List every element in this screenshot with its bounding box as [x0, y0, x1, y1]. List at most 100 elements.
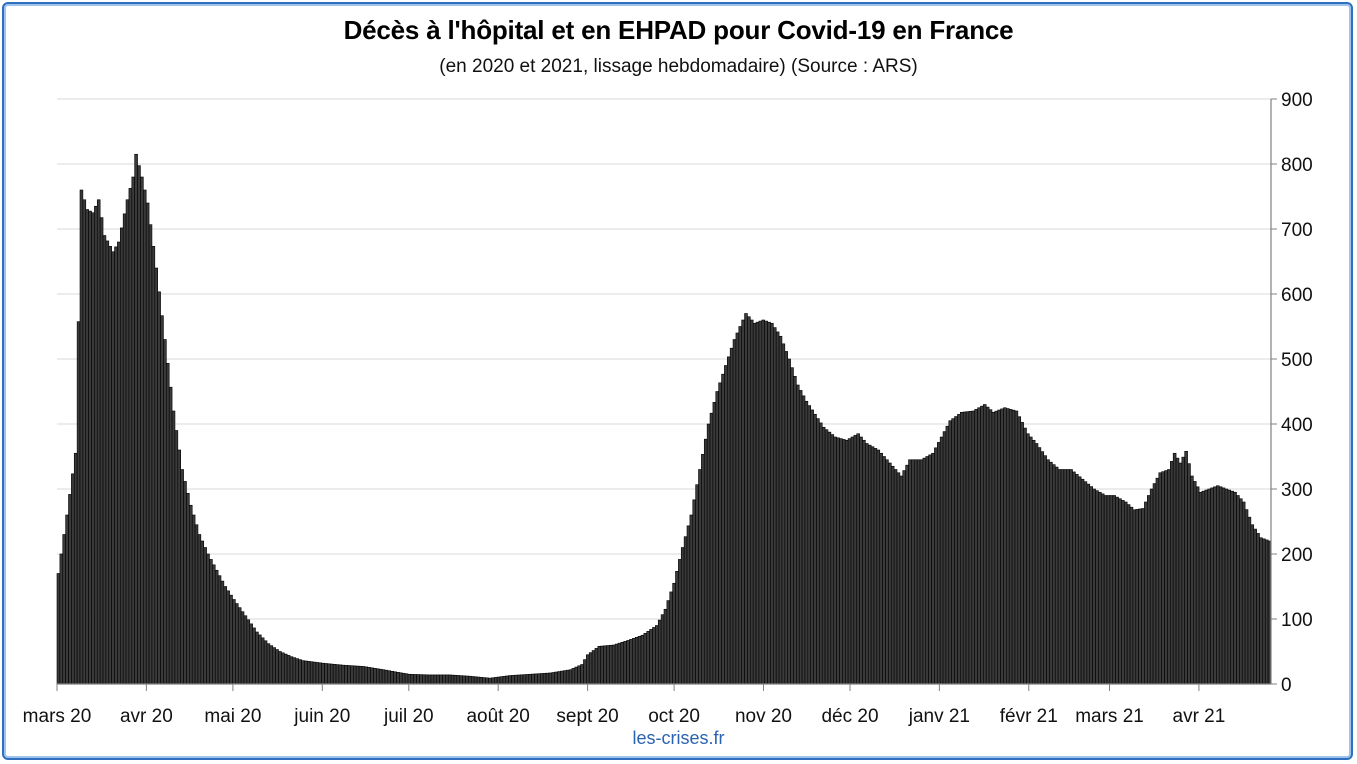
bar [922, 457, 927, 685]
x-tick-label: mars 21 [1075, 706, 1144, 727]
bar [1006, 408, 1010, 685]
bar [787, 358, 791, 685]
bar [298, 659, 302, 685]
bar [810, 409, 814, 685]
bar [186, 493, 190, 685]
bar [119, 227, 124, 685]
bar [1187, 463, 1191, 685]
bar [168, 386, 173, 685]
bar [839, 438, 843, 685]
bar [899, 475, 904, 685]
bar [220, 580, 225, 685]
bar [1063, 469, 1068, 685]
bar [974, 409, 978, 685]
bar [249, 623, 253, 685]
bar [942, 431, 947, 685]
y-tick-label: 400 [1281, 415, 1313, 436]
bar [148, 224, 153, 685]
bar [844, 439, 849, 685]
bar [913, 459, 918, 685]
bar [672, 582, 676, 685]
bar [295, 658, 299, 685]
bar [819, 422, 823, 685]
bar [482, 677, 486, 685]
bar [738, 326, 742, 685]
bar [1037, 447, 1042, 685]
bar [531, 673, 535, 685]
bar [511, 675, 515, 685]
bar [715, 391, 719, 685]
bar [1112, 495, 1116, 685]
x-tick-label: août 20 [466, 706, 529, 727]
bar [1017, 416, 1022, 685]
bar [312, 661, 317, 685]
bar [574, 666, 579, 685]
bar [306, 661, 311, 685]
bar [945, 425, 950, 685]
bar [588, 652, 593, 685]
bar [1193, 481, 1197, 685]
bar [237, 607, 242, 685]
bar [888, 462, 892, 685]
bar [712, 402, 717, 685]
bar [948, 420, 952, 685]
bar [583, 659, 587, 685]
bar [470, 676, 475, 685]
bar [459, 675, 463, 685]
bar [991, 411, 996, 685]
x-tick: avr 20 [120, 706, 173, 727]
bar [128, 188, 133, 685]
y-axis-ticks: 0 100 200 300 400 500 600 700 800 900 [1271, 90, 1313, 696]
bar [488, 677, 492, 685]
bar [399, 672, 403, 685]
bar [870, 446, 875, 685]
bar [698, 469, 702, 685]
bar [476, 676, 481, 685]
x-tick: nov 20 [735, 706, 792, 727]
bar [468, 675, 472, 685]
x-tick-label: oct 20 [648, 706, 700, 727]
bar [350, 665, 354, 685]
bar [94, 205, 98, 685]
bar [568, 669, 573, 685]
bar [1144, 501, 1148, 685]
bar [73, 452, 78, 685]
bar [456, 675, 461, 685]
bar [859, 436, 863, 685]
bar [1052, 464, 1056, 685]
bar [934, 447, 938, 685]
bar [816, 418, 820, 685]
bar [637, 635, 642, 685]
bar [586, 654, 590, 685]
bar [505, 675, 509, 685]
bar [522, 674, 527, 685]
bar [790, 367, 794, 685]
bar [686, 525, 691, 685]
bar [85, 209, 89, 685]
source-credit[interactable]: les-crises.fr [632, 728, 725, 748]
bar [626, 640, 630, 685]
bar [1049, 461, 1053, 685]
bar [79, 189, 84, 685]
bar [560, 670, 564, 685]
x-tick-label: nov 20 [735, 706, 792, 727]
bar [1121, 500, 1125, 685]
bar [827, 431, 832, 685]
bar [137, 165, 141, 685]
bar [419, 674, 423, 685]
bar [954, 416, 958, 685]
bar [1054, 466, 1059, 685]
bar [614, 643, 619, 685]
bar [798, 390, 803, 685]
bar [214, 569, 219, 685]
bar [309, 661, 314, 685]
x-tick-label: avr 21 [1173, 706, 1226, 727]
bar [1247, 516, 1252, 685]
x-tick: août 20 [466, 706, 529, 727]
bar [793, 376, 797, 685]
bar [965, 411, 970, 685]
bar [272, 647, 276, 685]
bar [709, 412, 714, 685]
bar [56, 573, 61, 685]
bar [102, 235, 107, 685]
